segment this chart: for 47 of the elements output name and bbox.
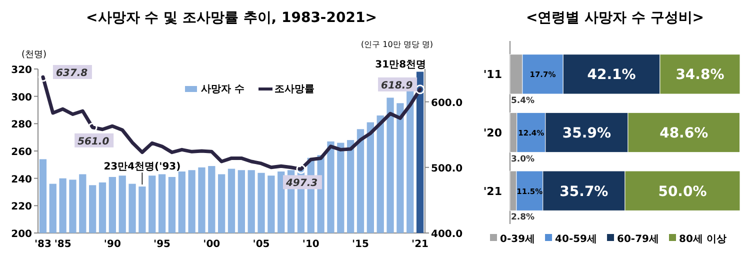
data-label: 3.0% [511, 154, 536, 164]
chart-title: <연령별 사망자 수 구성비> [526, 10, 704, 26]
y-tick-label: '20 [483, 126, 502, 140]
data-label: 5.4% [511, 96, 536, 106]
data-label: 618.9 [381, 80, 413, 92]
annotation: 23만4천명('93) [104, 162, 181, 173]
x-tick-label: '21 [412, 239, 429, 250]
y-tick-label: 260 [11, 147, 32, 158]
x-tick-label: '00 [203, 239, 220, 250]
legend-label: 40-59세 [555, 234, 598, 245]
data-label: 42.1% [587, 67, 636, 84]
x-tick-label: '05 [252, 239, 270, 250]
data-label: 48.6% [660, 126, 708, 142]
data-label: 35.9% [562, 126, 611, 142]
x-tick-label: '90 [104, 239, 121, 250]
y2-tick-label: 500.0 [431, 163, 463, 174]
y-tick-label: 240 [11, 174, 32, 186]
y-tick-label: 220 [11, 202, 32, 213]
x-tick-label: '83 [34, 239, 52, 250]
data-label: 2.8% [511, 212, 536, 223]
y-tick-label: '21 [483, 184, 502, 198]
annotation: 31만8천명 [375, 60, 426, 71]
data-label: 561.0 [78, 136, 110, 148]
y2-axis-title: (인구 10만 명당 명) [360, 40, 433, 49]
chart-title: <사망자 수 및 조사망률 추이, 1983-2021> [86, 10, 377, 26]
y2-tick-label: 600.0 [431, 98, 463, 109]
x-tick-label: '85 [54, 239, 72, 250]
legend-label: 사망자 수 [201, 84, 244, 95]
legend-label: 60-79세 [617, 234, 659, 245]
y-axis-title: (천명) [21, 50, 47, 60]
y-tick-label: 200 [11, 229, 32, 240]
y-tick-label: 280 [11, 120, 32, 131]
y-tick-label: 320 [11, 65, 32, 76]
data-label: 637.8 [56, 68, 88, 80]
legend-label: 0-39세 [500, 234, 536, 245]
x-tick-label: '15 [352, 239, 370, 250]
data-label: 50.0% [658, 184, 707, 200]
legend-label: 80세 이상 [679, 234, 726, 245]
y-tick-label: '11 [483, 68, 502, 82]
y-tick-label: 300 [11, 92, 32, 104]
data-label: 497.3 [284, 178, 318, 190]
legend-label: 조사망률 [274, 84, 314, 95]
x-tick-label: '95 [154, 239, 171, 250]
data-label: 34.8% [676, 67, 724, 84]
data-label: 35.7% [560, 184, 608, 200]
y2-tick-label: 400.0 [431, 229, 463, 240]
x-tick-label: '10 [302, 239, 320, 250]
